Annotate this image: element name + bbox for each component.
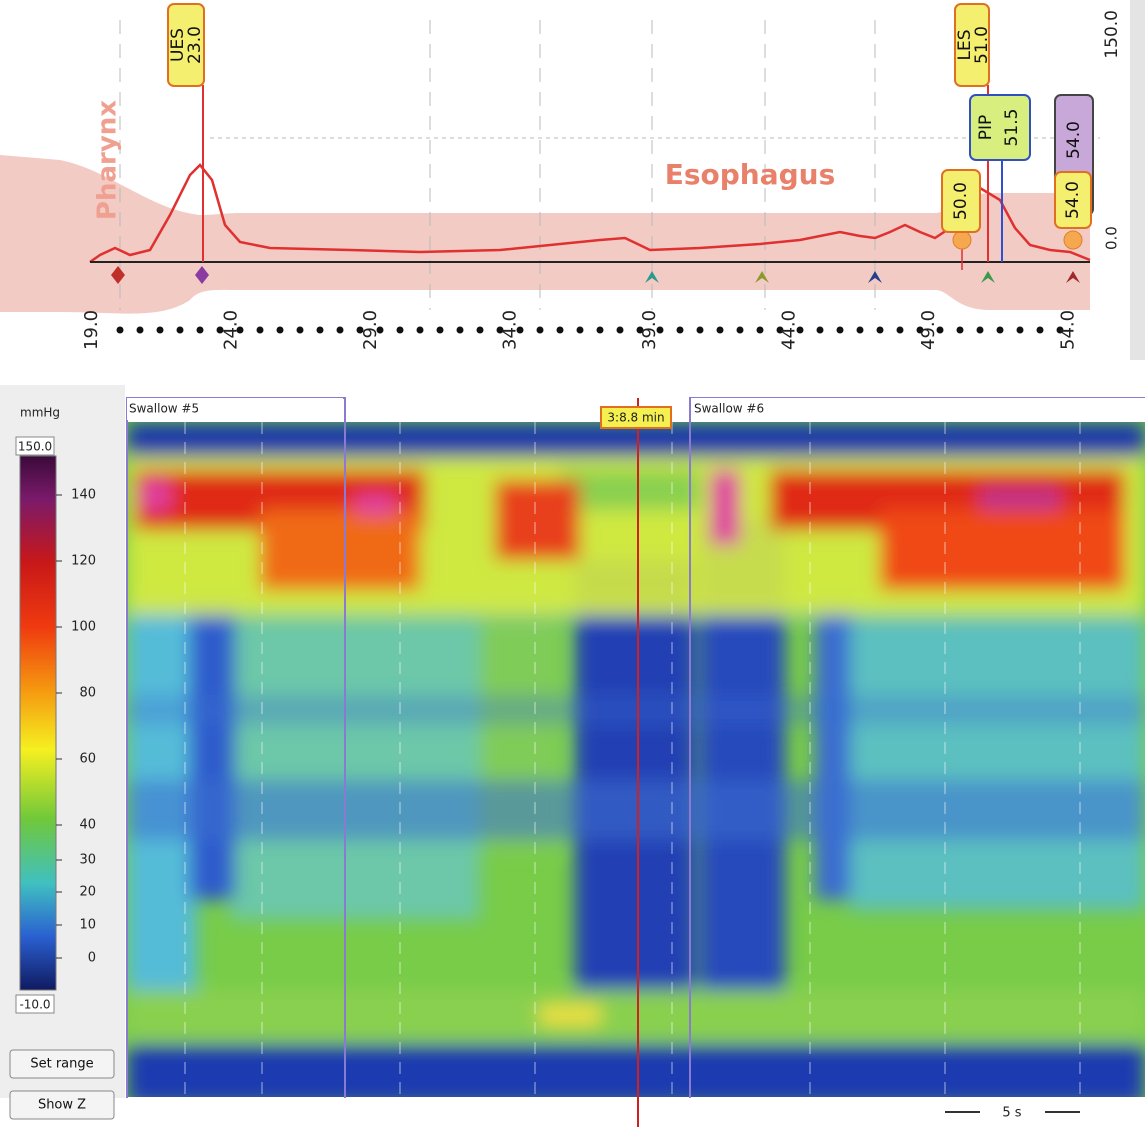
region-label: Pharynx <box>93 100 123 220</box>
sensor-dot <box>1017 327 1024 334</box>
cursor-label: 3:8.8 min <box>607 411 664 425</box>
sensor-dot <box>177 327 184 334</box>
page: PharynxEsophagusUES23.0LES51.0PIP51.5c54… <box>0 0 1145 1127</box>
sensor-dot <box>597 327 604 334</box>
colorbar-tick-label: 80 <box>79 686 96 701</box>
sensor-dot <box>197 327 204 334</box>
sensor-dot <box>617 327 624 334</box>
sidebar <box>0 385 125 1127</box>
sensor-dot <box>877 327 884 334</box>
colorbar-max: 150.0 <box>18 440 52 454</box>
position-tick: 19.0 <box>81 310 102 350</box>
sensor-dot <box>477 327 484 334</box>
sensor-dot <box>557 327 564 334</box>
position-tick: 44.0 <box>779 310 800 350</box>
position-tick: 24.0 <box>221 310 242 350</box>
scale-label: 5 s <box>1002 1106 1021 1121</box>
sensor-dot <box>117 327 124 334</box>
colorbar-tick-label: 120 <box>71 554 96 569</box>
sensor-dot <box>397 327 404 334</box>
sensor-dot <box>317 327 324 334</box>
region-label: Esophagus <box>665 158 836 191</box>
sensor-dot <box>277 327 284 334</box>
sensor-dot <box>257 327 264 334</box>
sensor-dot <box>437 327 444 334</box>
position-tick: 39.0 <box>639 310 660 350</box>
colorbar-tick-label: 20 <box>79 885 96 900</box>
sensor-dot <box>997 327 1004 334</box>
point <box>1064 231 1082 249</box>
scroll-strip <box>1130 0 1145 360</box>
sensor-dot <box>857 327 864 334</box>
button-label: Set range <box>30 1057 93 1072</box>
marker-value: 23.0 <box>185 26 205 64</box>
button[interactable]: Show Z <box>10 1091 114 1119</box>
colorbar-tick-label: 140 <box>71 488 96 503</box>
button[interactable]: Set range <box>10 1050 114 1078</box>
marker-value: 51.5 <box>1002 109 1022 147</box>
colorbar-tick-label: 60 <box>79 752 96 767</box>
colorbar-tick-label: 0 <box>88 951 96 966</box>
position-tick: 54.0 <box>1058 310 1079 350</box>
sensor-dot <box>837 327 844 334</box>
colorbar-tick-label: 40 <box>79 818 96 833</box>
sensor-dot <box>737 327 744 334</box>
sensor-dot <box>977 327 984 334</box>
position-tick: 49.0 <box>918 310 939 350</box>
colorbar <box>20 456 56 990</box>
sensor-dot <box>137 327 144 334</box>
sensor-dot <box>697 327 704 334</box>
marker-label: PIP <box>976 115 996 141</box>
button-label: Show Z <box>38 1098 86 1113</box>
swallow-label: Swallow #5 <box>129 402 199 416</box>
position-tick: 29.0 <box>360 310 381 350</box>
sensor-dot <box>157 327 164 334</box>
unit-label: mmHg <box>20 406 60 420</box>
colorbar-min: -10.0 <box>19 998 50 1012</box>
point <box>953 231 971 249</box>
sensor-dot <box>457 327 464 334</box>
heatmap <box>127 422 1145 1105</box>
manometry-view: PharynxEsophagusUES23.0LES51.0PIP51.5c54… <box>0 0 1145 1127</box>
sensor-dot <box>817 327 824 334</box>
axis-label: 0.0 <box>1103 226 1121 250</box>
colorbar-tick-label: 30 <box>79 853 96 868</box>
marker-value: 54.0 <box>1064 121 1084 159</box>
sensor-dot <box>1037 327 1044 334</box>
sensor-dot <box>897 327 904 334</box>
swallow-label: Swallow #6 <box>694 402 764 416</box>
sensor-dot <box>757 327 764 334</box>
axis-label: 150.0 <box>1102 10 1122 59</box>
colorbar-tick-label: 10 <box>79 918 96 933</box>
point-value: 50.0 <box>951 182 971 220</box>
sensor-dot <box>297 327 304 334</box>
position-tick: 34.0 <box>500 310 521 350</box>
sensor-dot <box>537 327 544 334</box>
sensor-dot <box>677 327 684 334</box>
sensor-dot <box>957 327 964 334</box>
sensor-dot <box>717 327 724 334</box>
sensor-dot <box>417 327 424 334</box>
sensor-dot <box>337 327 344 334</box>
marker-value: 51.0 <box>972 26 992 64</box>
point-value: 54.0 <box>1063 181 1083 219</box>
sensor-dot <box>577 327 584 334</box>
colorbar-tick-label: 100 <box>71 620 96 635</box>
